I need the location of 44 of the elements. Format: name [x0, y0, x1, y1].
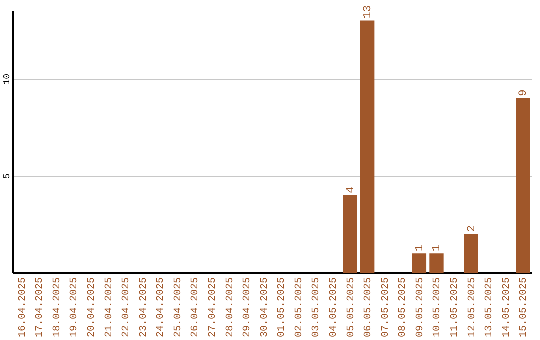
- data-label: 1: [414, 244, 426, 252]
- x-tick-label: 12.05.2025: [467, 278, 478, 338]
- x-tick-label: 22.04.2025: [122, 278, 133, 338]
- x-tick-label: 29.04.2025: [242, 278, 254, 338]
- x-tick-label: 27.04.2025: [208, 278, 219, 338]
- x-tick-label: 04.05.2025: [329, 278, 340, 338]
- x-tick-label: 01.05.2025: [277, 278, 288, 338]
- bar: [360, 20, 375, 273]
- x-tick-label: 19.04.2025: [70, 278, 81, 338]
- x-tick-label: 16.04.2025: [18, 278, 29, 338]
- x-tick-label: 09.05.2025: [415, 278, 426, 338]
- bar: [430, 254, 444, 273]
- x-tick-label: 21.04.2025: [104, 278, 116, 338]
- x-tick-label: 30.04.2025: [260, 278, 271, 338]
- bar: [412, 254, 427, 273]
- x-tick-label: 24.04.2025: [156, 278, 168, 338]
- x-tick-label: 14.05.2025: [502, 278, 513, 338]
- x-tick-label: 23.04.2025: [138, 278, 150, 338]
- x-tick-label: 26.04.2025: [190, 278, 202, 338]
- y-tick-label: 10: [2, 74, 12, 85]
- x-tick-label: 07.05.2025: [380, 278, 392, 338]
- x-tick-label: 28.04.2025: [225, 278, 236, 338]
- x-tick-label: 08.05.2025: [398, 278, 410, 338]
- data-label: 13: [362, 6, 375, 19]
- x-tick-label: 02.05.2025: [294, 278, 306, 338]
- y-tick-label: 5: [2, 174, 12, 180]
- x-tick-label: 18.04.2025: [52, 278, 64, 338]
- x-tick-label: 11.05.2025: [450, 278, 462, 338]
- data-label: 4: [345, 186, 358, 194]
- x-tick-label: 13.05.2025: [484, 278, 496, 338]
- bar: [343, 195, 358, 273]
- x-tick-label: 10.05.2025: [432, 278, 444, 338]
- data-label: 9: [518, 90, 530, 96]
- x-tick-label: 06.05.2025: [364, 278, 375, 338]
- data-label: 2: [466, 226, 478, 232]
- x-tick-label: 03.05.2025: [312, 278, 323, 338]
- x-tick-label: 15.05.2025: [519, 278, 530, 338]
- x-tick-label: 20.04.2025: [86, 278, 98, 338]
- bar: [464, 234, 478, 273]
- bar: [516, 98, 530, 273]
- data-label: 1: [432, 244, 444, 252]
- x-tick-label: 17.04.2025: [35, 278, 46, 338]
- x-tick-label: 25.04.2025: [173, 278, 184, 338]
- x-tick-label: 05.05.2025: [346, 278, 358, 338]
